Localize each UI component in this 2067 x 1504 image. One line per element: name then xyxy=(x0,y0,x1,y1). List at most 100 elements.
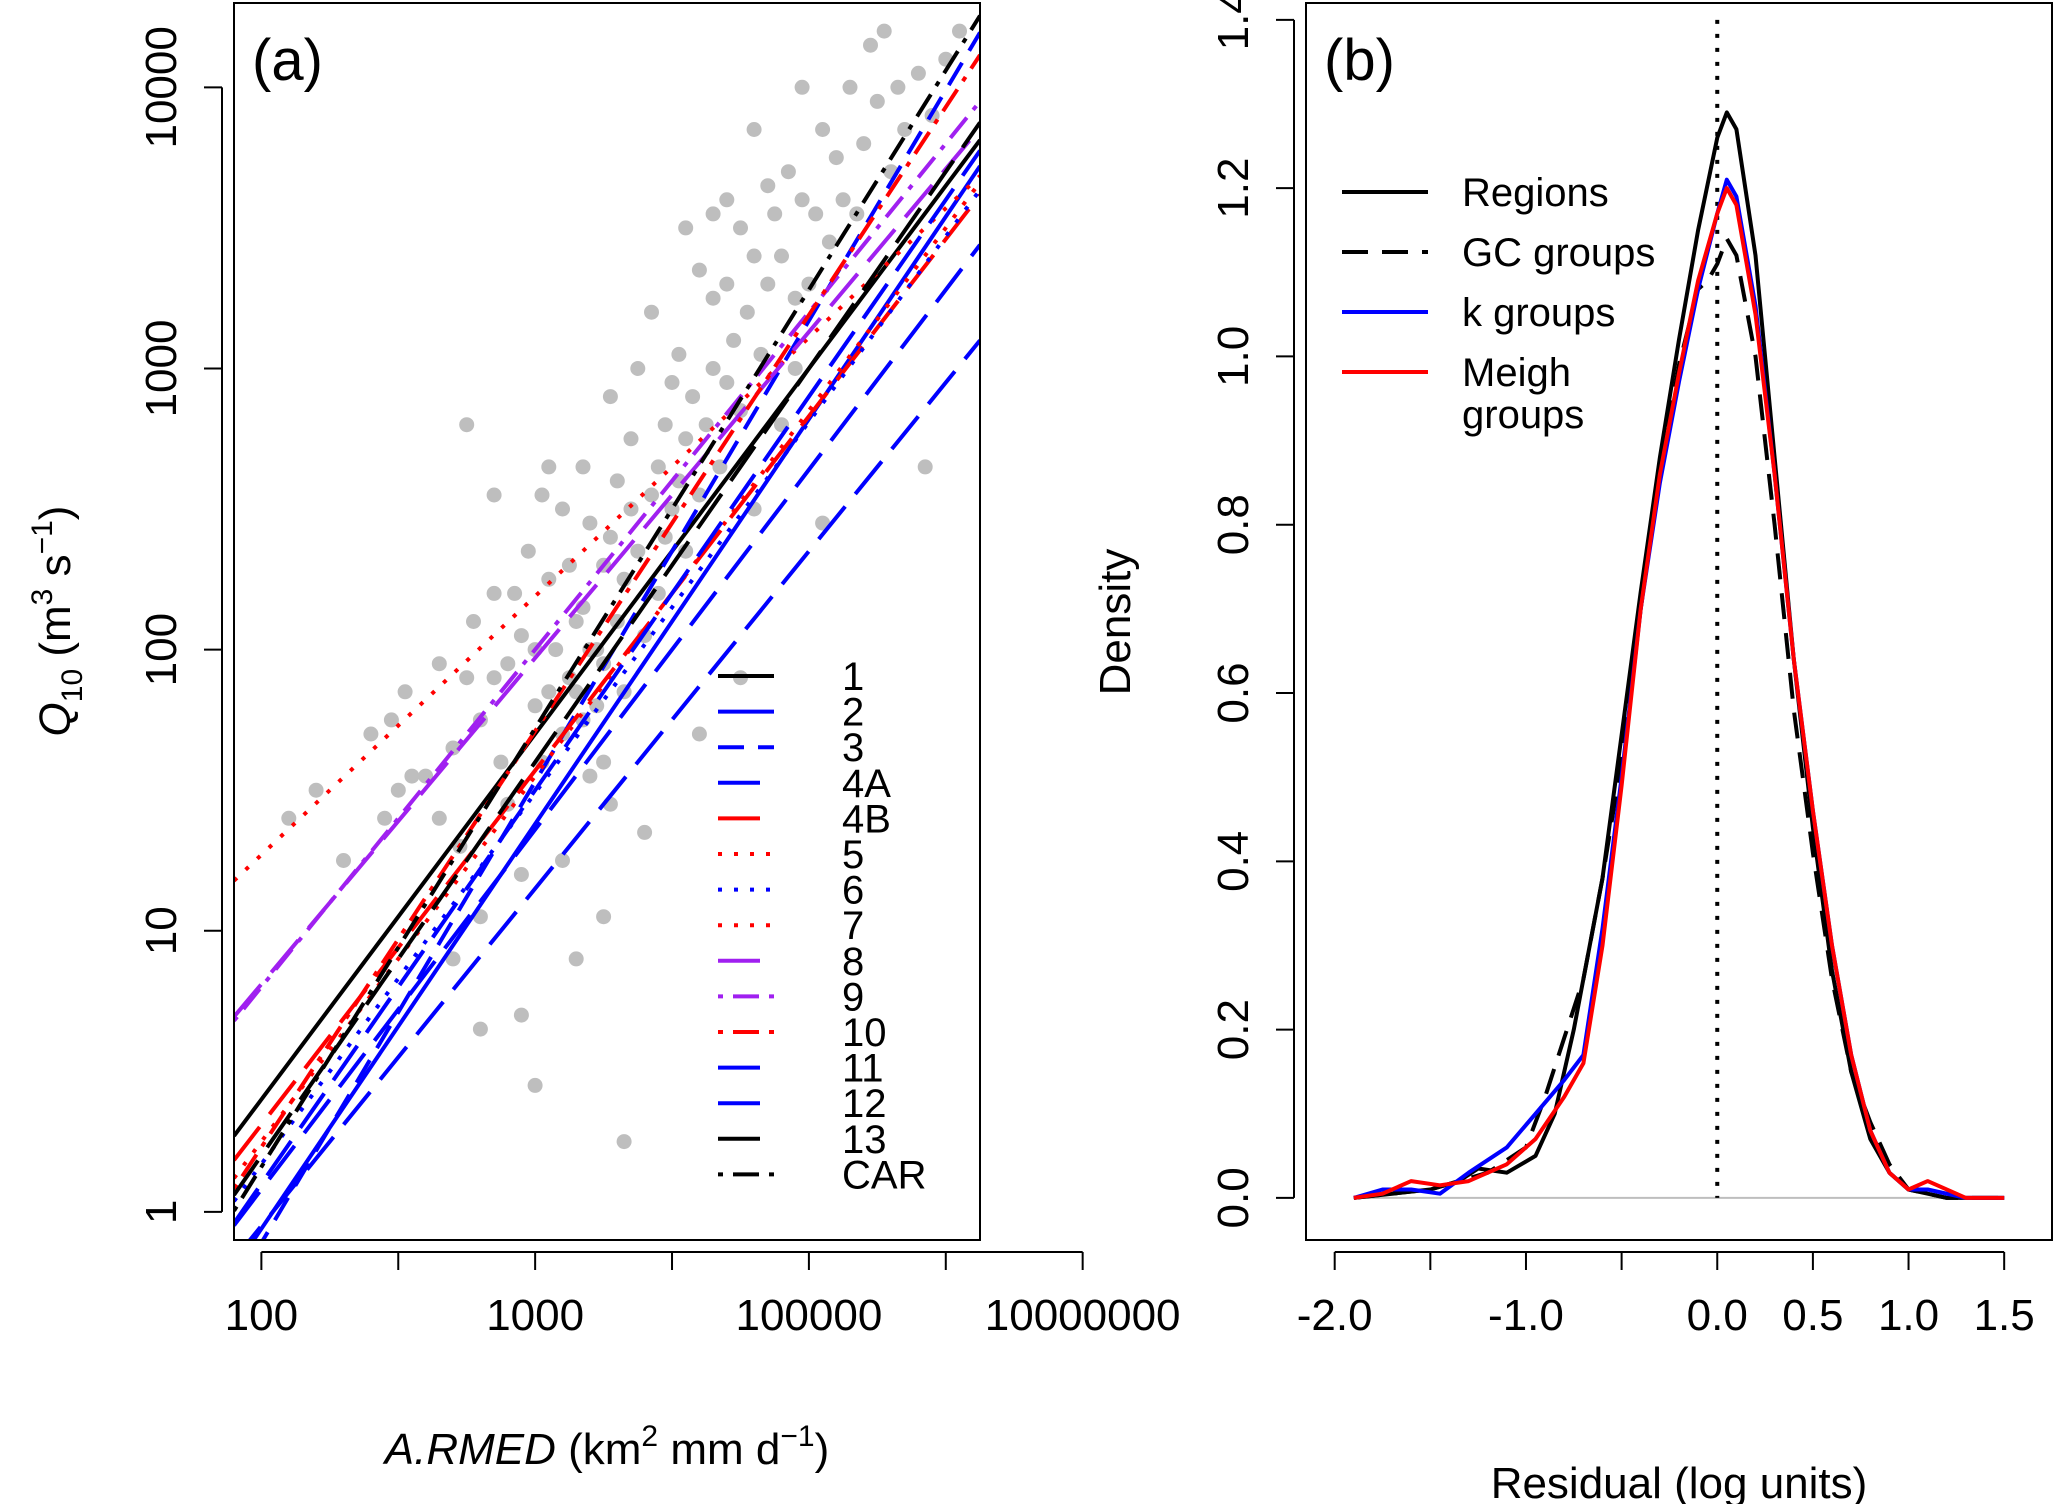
scatter-point xyxy=(397,684,413,700)
legend-label-line2: groups xyxy=(1462,393,1584,437)
scatter-point xyxy=(568,614,584,629)
scatter-point xyxy=(780,164,796,180)
legend-label-6: 6 xyxy=(842,869,864,913)
y-tick-label: 0.2 xyxy=(1209,999,1258,1060)
scatter-point xyxy=(596,909,612,925)
regression-line-6 xyxy=(234,188,980,1203)
scatter-point xyxy=(390,782,406,798)
y-axis-ticks: 0.0 0.2 0.4 0.6 0.8 1.0 1.2 1.4 xyxy=(1209,0,1295,1229)
x-tick-label: 1.5 xyxy=(1974,1291,2035,1340)
scatter-point xyxy=(726,332,742,348)
legend-label-12: 12 xyxy=(842,1082,887,1126)
scatter-point xyxy=(739,304,755,320)
scatter-point xyxy=(513,1007,529,1023)
scatter-point xyxy=(760,178,776,194)
regression-line-4A xyxy=(247,339,980,1240)
scatter-point xyxy=(486,487,502,503)
panel-b-frame xyxy=(1305,2,2053,1241)
scatter-point xyxy=(794,79,810,95)
scatter-point xyxy=(582,515,598,531)
density-curve-regions xyxy=(1353,110,2005,1200)
scatter-point xyxy=(472,1021,488,1037)
scatter-point xyxy=(630,543,646,559)
scatter-point xyxy=(678,431,694,447)
scatter-point xyxy=(527,698,543,714)
scatter-point xyxy=(466,614,481,629)
y-tick-label: 0.8 xyxy=(1209,494,1258,555)
x-axis-ticks: -2.0 -1.0 0.0 0.5 1.0 1.5 xyxy=(1297,1251,2035,1340)
legend-label-4A: 4A xyxy=(842,762,891,806)
x-axis-ticks: 100 1000 100000 10000000 xyxy=(225,1251,1181,1340)
legend-label-5: 5 xyxy=(842,833,864,877)
scatter-point xyxy=(767,206,783,222)
scatter-point xyxy=(513,628,529,644)
scatter-point xyxy=(644,304,659,320)
scatter-point xyxy=(876,23,892,39)
panel-b-density: -2.0 -1.0 0.0 0.5 1.0 1.5 0.0 0.2 0.4 0.6 0.8 1.0 1… xyxy=(1091,0,2053,1504)
scatter-point xyxy=(917,459,933,475)
scatter-point xyxy=(486,670,502,686)
density-curve-meigh-groups xyxy=(1353,186,2005,1200)
scatter-point xyxy=(657,529,673,545)
x-tick-label: 1000 xyxy=(486,1291,584,1340)
regression-line-9 xyxy=(234,100,980,1022)
scatter-point xyxy=(568,951,584,967)
y-axis-title-a: Q10 (m3 s−1) xyxy=(26,506,89,737)
scatter-point xyxy=(787,290,803,306)
scatter-point xyxy=(691,487,707,503)
legend-label-7: 7 xyxy=(842,904,864,948)
panel-a-frame xyxy=(233,2,981,1241)
legend-label-CAR: CAR xyxy=(842,1153,926,1197)
regression-line-10 xyxy=(234,53,980,1190)
scatter-point xyxy=(691,262,707,278)
y-tick-label: 1000 xyxy=(137,320,186,418)
panel-a-scatter: 100 1000 100000 10000000 1 10 100 1000 10000 (a… xyxy=(26,2,1181,1474)
scatter-point xyxy=(555,501,570,517)
scatter-point xyxy=(719,375,735,390)
x-tick-label: 1.0 xyxy=(1878,1291,1939,1340)
scatter-point xyxy=(705,206,721,222)
scatter-point xyxy=(952,23,967,39)
scatter-point xyxy=(575,459,591,475)
scatter-point xyxy=(678,220,694,236)
y-tick-label: 10 xyxy=(137,906,186,955)
y-tick-label: 0.0 xyxy=(1209,1167,1258,1228)
scatter-point xyxy=(534,487,550,503)
scatter-point xyxy=(445,951,461,967)
y-tick-label: 100 xyxy=(137,613,186,686)
scatter-point xyxy=(890,79,906,95)
scatter-point xyxy=(657,417,673,433)
scatter-point xyxy=(445,740,461,756)
scatter-point xyxy=(705,361,721,376)
scatter-point xyxy=(678,543,694,559)
y-tick-label: 1.2 xyxy=(1209,158,1258,219)
scatter-point xyxy=(596,754,612,770)
scatter-point xyxy=(828,150,844,166)
scatter-point xyxy=(527,1077,543,1093)
scatter-point xyxy=(431,656,447,672)
scatter-point xyxy=(664,375,680,390)
regression-line-1 xyxy=(234,138,980,1138)
scatter-point xyxy=(541,571,557,587)
scatter-point xyxy=(589,698,605,714)
y-tick-label: 0.6 xyxy=(1209,662,1258,723)
scatter-point xyxy=(774,248,789,264)
scatter-point xyxy=(787,361,803,376)
scatter-point xyxy=(623,501,639,517)
x-tick-label: 0.5 xyxy=(1782,1291,1843,1340)
scatter-point xyxy=(616,1134,632,1150)
scatter-point xyxy=(404,768,420,784)
x-axis-title-b: Residual (log units) xyxy=(1491,1459,1868,1504)
legend-label-10: 10 xyxy=(842,1011,887,1055)
scatter-point xyxy=(897,122,913,137)
legend-label-2: 2 xyxy=(842,691,864,735)
panel-label-b: (b) xyxy=(1324,28,1395,93)
x-tick-label: 100000 xyxy=(735,1291,882,1340)
scatter-point xyxy=(609,473,625,489)
scatter-point xyxy=(746,248,762,264)
regression-lines xyxy=(234,14,980,1240)
x-tick-label: 100 xyxy=(225,1291,298,1340)
scatter-point xyxy=(719,276,735,292)
scatter-point xyxy=(308,782,324,798)
